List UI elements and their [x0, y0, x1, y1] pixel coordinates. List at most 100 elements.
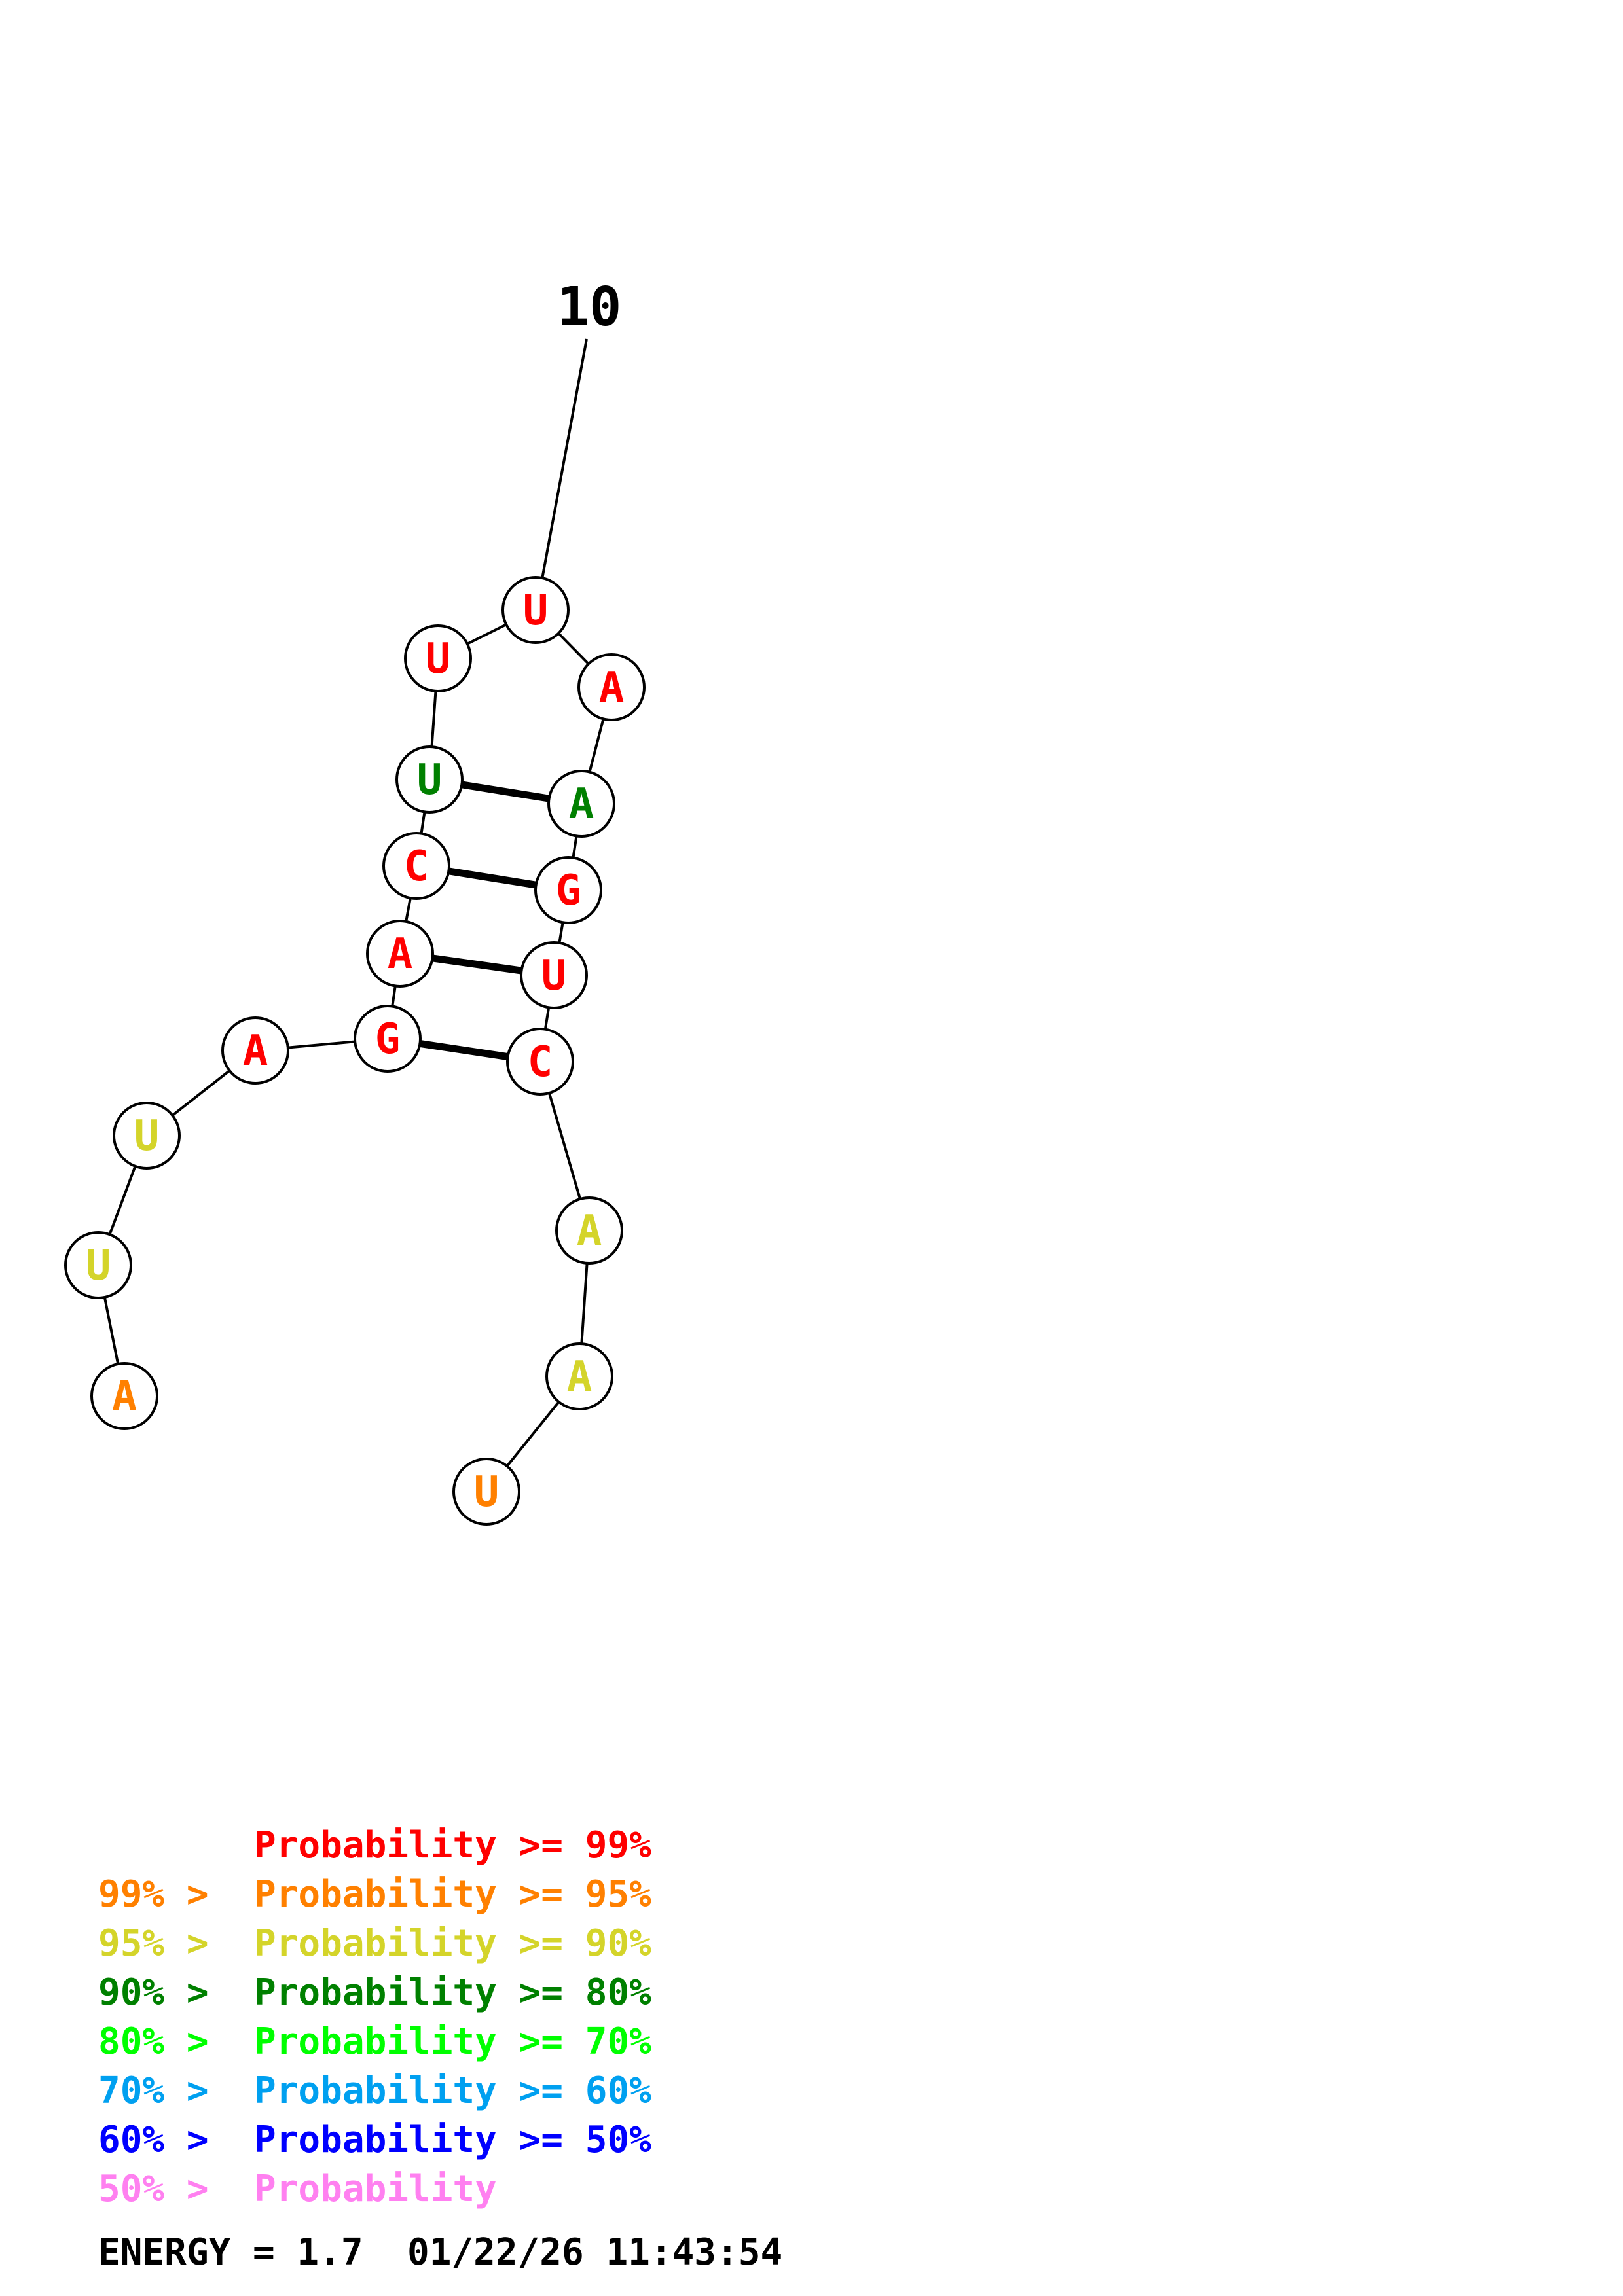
legend: Probability >= 99% 99% > Probability >= … [98, 1824, 651, 2210]
legend-prefix: 99% > [98, 1873, 230, 1916]
legend-label: Probability [254, 2168, 497, 2210]
nucleotide: U [64, 1231, 132, 1299]
backbone-link [588, 718, 605, 773]
legend-label: Probability >= 80% [254, 1971, 651, 2014]
legend-row: 90% > Probability >= 80% [98, 1971, 651, 2014]
backbone-link [172, 1069, 230, 1117]
nucleotide-circle [534, 856, 602, 924]
legend-prefix: 90% > [98, 1971, 230, 2014]
nucleotide-letter: A [388, 930, 413, 978]
nucleotide-circle [395, 745, 464, 814]
legend-prefix: 50% > [98, 2168, 230, 2210]
nucleotide-letter: A [569, 780, 594, 829]
legend-prefix: 80% > [98, 2020, 230, 2063]
nucleotide-circle [64, 1231, 132, 1299]
legend-row: 99% > Probability >= 95% [98, 1873, 651, 1916]
nucleotide: U [113, 1102, 181, 1170]
legend-label: Probability >= 99% [254, 1824, 651, 1867]
backbone-link [580, 1263, 589, 1344]
legend-row: Probability >= 99% [98, 1824, 651, 1867]
nucleotide-circle [555, 1196, 623, 1265]
backbone-link [287, 1040, 356, 1049]
nucleotide-letter: A [567, 1353, 593, 1401]
nucleotide-circle [501, 576, 570, 644]
nucleotide-circle [577, 653, 646, 721]
backbone-link [543, 1007, 551, 1030]
legend-prefix: 60% > [98, 2119, 230, 2161]
nucleotide-letter: U [134, 1112, 160, 1160]
base-pair-bond [419, 1039, 509, 1061]
backbone-link [430, 691, 437, 747]
nucleotide: A [90, 1362, 158, 1430]
nucleotide-letter: A [112, 1372, 137, 1421]
nucleotide: A [366, 920, 434, 988]
legend-row: 70% > Probability >= 60% [98, 2070, 651, 2112]
backbone-link [108, 1166, 137, 1235]
legend-row: 80% > Probability >= 70% [98, 2020, 651, 2063]
backbone-link [505, 1401, 560, 1467]
nucleotide-letter: U [474, 1468, 500, 1516]
nucleotide-circle [506, 1028, 574, 1096]
nucleotide-letter: U [417, 756, 443, 804]
backbone-link [548, 1092, 581, 1200]
base-pair-bond [431, 954, 522, 975]
nucleotide: U [395, 745, 464, 814]
nucleotide: U [404, 624, 472, 692]
backbone [103, 623, 605, 1467]
backbone-link [572, 836, 578, 858]
nucleotide-circle [452, 1458, 520, 1526]
legend-label: Probability >= 50% [254, 2119, 651, 2161]
nucleotide-letter: U [523, 586, 549, 635]
nucleotide-circle [366, 920, 434, 988]
backbone-link [420, 812, 426, 834]
nucleotide: A [577, 653, 646, 721]
nucleotide: G [354, 1005, 422, 1073]
backbone-link [558, 922, 564, 944]
nucleotide-letter: C [528, 1038, 553, 1086]
legend-prefix: 95% > [98, 1922, 230, 1965]
nucleotide-letter: C [404, 842, 429, 891]
legend-row: 95% > Probability >= 90% [98, 1922, 651, 1965]
nucleotide: A [545, 1342, 613, 1410]
nucleotide-letter: A [243, 1027, 268, 1075]
nucleotide: A [547, 770, 615, 838]
backbone-link [103, 1297, 120, 1365]
nucleotide-letter: G [556, 867, 581, 915]
nucleotide-letter: U [426, 635, 451, 683]
energy-footer: ENERGY = 1.7 01/22/26 11:43:54 [98, 2231, 782, 2274]
nucleotide: G [534, 856, 602, 924]
nucleotide-circle [404, 624, 472, 692]
legend-row: 60% > Probability >= 50% [98, 2119, 651, 2161]
nucleotide: A [221, 1016, 289, 1085]
legend-label: Probability >= 60% [254, 2070, 651, 2112]
legend-label: Probability >= 90% [254, 1922, 651, 1965]
base-pair-bond [448, 867, 537, 889]
nucleotide-circle [354, 1005, 422, 1073]
nucleotide-circle [221, 1016, 289, 1085]
nucleotide: U [501, 576, 570, 644]
nucleotide-letter: G [375, 1015, 401, 1064]
nucleotide: U [452, 1458, 520, 1526]
index-tick-line [540, 338, 588, 583]
legend-label: Probability >= 70% [254, 2020, 651, 2063]
nucleotide-letter: A [577, 1207, 602, 1255]
nucleotide: C [506, 1028, 574, 1096]
legend-label: Probability >= 95% [254, 1873, 651, 1916]
base-pair-bond [461, 781, 550, 802]
legend-row: 50% > Probability [98, 2168, 497, 2210]
nucleotide-letter: A [599, 664, 625, 712]
nucleotide: A [555, 1196, 623, 1265]
backbone-link [466, 623, 507, 645]
nucleotide-circle [545, 1342, 613, 1410]
base-pairs [419, 781, 550, 1061]
backbone-link [405, 897, 412, 922]
index-label: 10 [557, 276, 622, 338]
legend-prefix [98, 1824, 187, 1867]
nucleotide-letter: U [86, 1242, 111, 1290]
nucleotide-circle [547, 770, 615, 838]
nucleotide: C [382, 832, 450, 900]
backbone-link [557, 632, 590, 665]
nucleotide-circle [90, 1362, 158, 1430]
